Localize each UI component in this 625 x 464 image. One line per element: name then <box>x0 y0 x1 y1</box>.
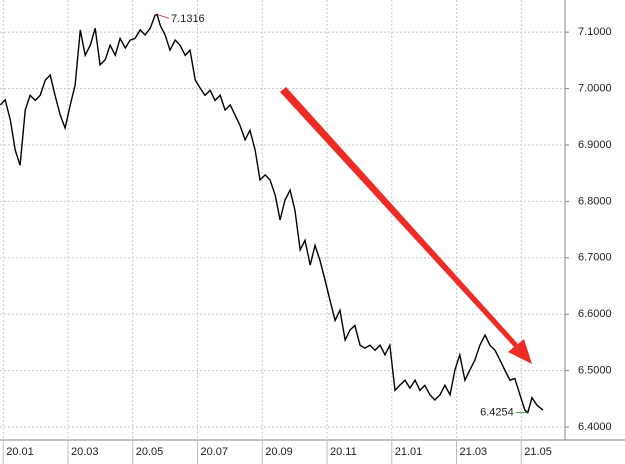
x-tick-label: 21.01 <box>395 446 423 458</box>
x-tick-label: 20.09 <box>265 446 293 458</box>
annotation-label: 6.4254 <box>480 407 514 419</box>
y-tick-label: 6.8000 <box>578 195 612 207</box>
x-tick-label: 20.01 <box>6 446 34 458</box>
y-tick-label: 6.5000 <box>578 365 612 377</box>
annotation-label: 7.1316 <box>171 13 205 25</box>
y-tick-label: 7.1000 <box>578 26 612 38</box>
y-tick-label: 6.9000 <box>578 139 612 151</box>
y-tick-label: 6.6000 <box>578 308 612 320</box>
y-tick-label: 6.4000 <box>578 421 612 433</box>
y-tick-label: 7.0000 <box>578 82 612 94</box>
x-tick-label: 20.11 <box>330 446 357 458</box>
x-tick-label: 20.05 <box>136 446 164 458</box>
x-tick-label: 20.03 <box>71 446 99 458</box>
x-tick-label: 20.07 <box>201 446 229 458</box>
plot: 7.1316 6.4254 <box>0 13 544 419</box>
x-tick-label: 21.05 <box>524 446 552 458</box>
trend-arrow <box>280 87 532 364</box>
x-tick-label: 21.03 <box>460 446 488 458</box>
price-line <box>0 13 544 414</box>
grid <box>0 0 565 440</box>
annotation-pointer <box>156 13 170 19</box>
y-tick-label: 6.7000 <box>578 252 612 264</box>
